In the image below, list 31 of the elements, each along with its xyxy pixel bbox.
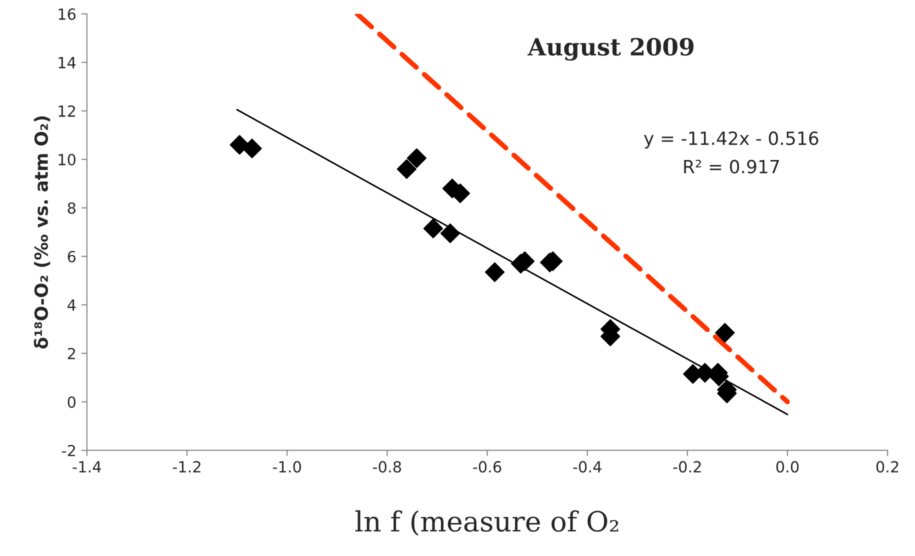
y-tick-label: 14 — [58, 57, 76, 68]
point — [242, 138, 262, 158]
text: August 2009 — [528, 38, 694, 61]
y-tick-label: 16 — [58, 8, 76, 20]
y-tick-label: 12 — [58, 105, 75, 117]
y-tick-label: -2 — [62, 444, 75, 456]
point — [406, 148, 427, 168]
annotation: R² = 0.917 — [684, 160, 779, 174]
annotation: y = -11.42x - 0.516 — [644, 131, 818, 149]
x-tick-label: 0.0 — [776, 461, 799, 473]
point — [423, 218, 444, 238]
x-tick-label: -0.2 — [673, 461, 701, 473]
point — [715, 322, 735, 343]
y-tick-label: 0 — [68, 396, 76, 408]
x-tick-label: -0.8 — [373, 461, 402, 473]
y-axis-title: δ¹⁸O-O₂ (‰ vs. atm O₂) — [34, 116, 50, 349]
y-tick-label: 8 — [68, 202, 76, 214]
x-tick-label: -0.6 — [473, 461, 502, 473]
point — [484, 262, 505, 282]
x-tick-label: -1.4 — [72, 461, 101, 472]
x-tick-label: -0.4 — [573, 461, 602, 473]
x-tick-label: 0.2 — [876, 461, 898, 473]
x-tick-label: -1.0 — [272, 461, 301, 473]
x-tick-label: -1.2 — [172, 461, 200, 472]
x-axis-title: ln f (measure of O₂ — [355, 510, 618, 536]
point — [396, 159, 417, 179]
y-tick-label: 4 — [68, 300, 76, 311]
y-tick-label: 6 — [68, 250, 76, 262]
y-tick-label: 10 — [58, 154, 76, 166]
y-tick-label: 2 — [68, 348, 75, 360]
point — [440, 223, 460, 244]
